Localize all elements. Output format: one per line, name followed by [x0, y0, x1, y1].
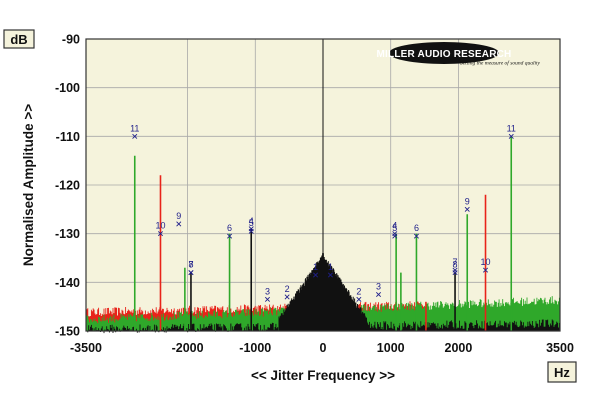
marker-label: 11 [507, 123, 516, 133]
y-unit-label: dB [10, 32, 27, 47]
central-peak [278, 39, 368, 331]
x-unit-box [547, 361, 577, 383]
harmonic-marker: 10 [155, 221, 165, 237]
x-tick-label: 3500 [546, 341, 574, 355]
marker-label: 11 [130, 123, 139, 133]
marker-label: 1 [328, 262, 333, 272]
harmonic-marker: 9 [464, 196, 470, 212]
harmonic-marker: 11 [130, 123, 139, 139]
marker-cross-icon [482, 267, 489, 273]
marker-cross-icon [508, 133, 514, 139]
y-tick-label: -110 [56, 130, 80, 144]
harmonic-marker: 1 [327, 262, 333, 278]
marker-cross-icon [132, 133, 138, 139]
harmonic-marker: 3 [264, 286, 270, 302]
x-tick-label: -1000 [239, 341, 271, 355]
harmonic-marker: 8 [452, 260, 458, 276]
marker-cross-icon [227, 233, 233, 239]
y-tick-label: -100 [55, 81, 80, 95]
marker-label: 4 [392, 221, 397, 231]
marker-cross-icon [264, 296, 270, 302]
marker-label: 3 [376, 282, 381, 292]
marker-cross-icon [157, 231, 164, 237]
marker-label: 8 [188, 260, 193, 270]
x-axis-title: << Jitter Frequency >> [251, 368, 395, 383]
marker-label: 5 [392, 223, 397, 233]
x-tick-label: 0 [320, 341, 327, 355]
x-unit-label: Hz [554, 365, 570, 380]
marker-cross-icon [392, 233, 398, 239]
x-tick-label: -3500 [70, 341, 102, 355]
marker-label: 7 [188, 260, 193, 270]
x-tick-label: 1000 [377, 341, 405, 355]
marker-label: 4 [249, 216, 254, 226]
y-tick-label: -140 [55, 276, 80, 290]
marker-cross-icon [284, 294, 290, 300]
logo-tagline: Setting the measure of sound quality [460, 60, 541, 67]
harmonic-marker: 6 [413, 223, 419, 239]
marker-label: 2 [285, 284, 290, 294]
y-axis-title: Normalised Amplitude >> [21, 104, 36, 266]
y-tick-label: -120 [55, 179, 80, 193]
x-tick-label: 2000 [445, 341, 473, 355]
marker-cross-icon [376, 291, 382, 298]
logo-text: MILLER AUDIO RESEARCH [377, 49, 512, 60]
marker-cross-icon [356, 296, 362, 302]
marker-label: 9 [176, 211, 181, 221]
y-unit-box [3, 29, 35, 49]
harmonic-marker: 1 [313, 262, 319, 278]
harmonic-marker: 2 [356, 286, 362, 302]
marker-label: 10 [481, 257, 491, 267]
marker-label: 5 [249, 218, 254, 228]
marker-label: 10 [155, 221, 165, 231]
harmonic-marker: 5 [248, 218, 254, 234]
y-tick-label: -130 [55, 227, 80, 241]
marker-cross-icon [452, 270, 458, 276]
marker-label: 3 [265, 286, 270, 296]
harmonic-marker: 9 [176, 211, 182, 227]
marker-cross-icon [464, 206, 470, 212]
y-tick-labels: -90 -100 -110 -120 -130 -140 -150 [55, 33, 80, 339]
x-tick-labels: -3500 -2000 -1000 0 1000 2000 3500 [70, 341, 574, 355]
marker-label: 9 [465, 196, 470, 206]
marker-cross-icon [188, 270, 194, 276]
plot-frame [85, 38, 561, 332]
marker-label: 6 [414, 223, 419, 233]
marker-label: 8 [453, 260, 458, 270]
harmonic-marker: 11 [507, 123, 516, 139]
spur-layer [133, 39, 513, 331]
marker-cross-icon [248, 228, 254, 234]
harmonic-marker: 10 [481, 257, 491, 273]
marker-label: 6 [227, 223, 232, 233]
harmonic-marker: 8 [188, 260, 194, 276]
harmonic-marker: 6 [227, 223, 233, 239]
x-tick-label: -2000 [172, 341, 204, 355]
marker-label: 1 [313, 262, 318, 272]
marker-cross-icon [313, 272, 319, 278]
miller-audio-research-logo: MILLER AUDIO RESEARCH Setting the measur… [377, 42, 541, 67]
marker-label: 2 [356, 286, 361, 296]
marker-cross-icon [413, 233, 419, 239]
marker-cross-icon [327, 272, 333, 278]
harmonic-marker: 5 [392, 223, 398, 239]
y-tick-label: -90 [62, 33, 80, 47]
marker-cross-icon [176, 221, 182, 227]
harmonic-marker: 3 [376, 282, 382, 298]
logo-ellipse [389, 42, 499, 64]
y-tick-label: -150 [55, 325, 80, 339]
marker-label: 7 [453, 257, 458, 267]
central-peak-skirt [278, 253, 368, 331]
harmonic-marker: 2 [284, 284, 290, 300]
